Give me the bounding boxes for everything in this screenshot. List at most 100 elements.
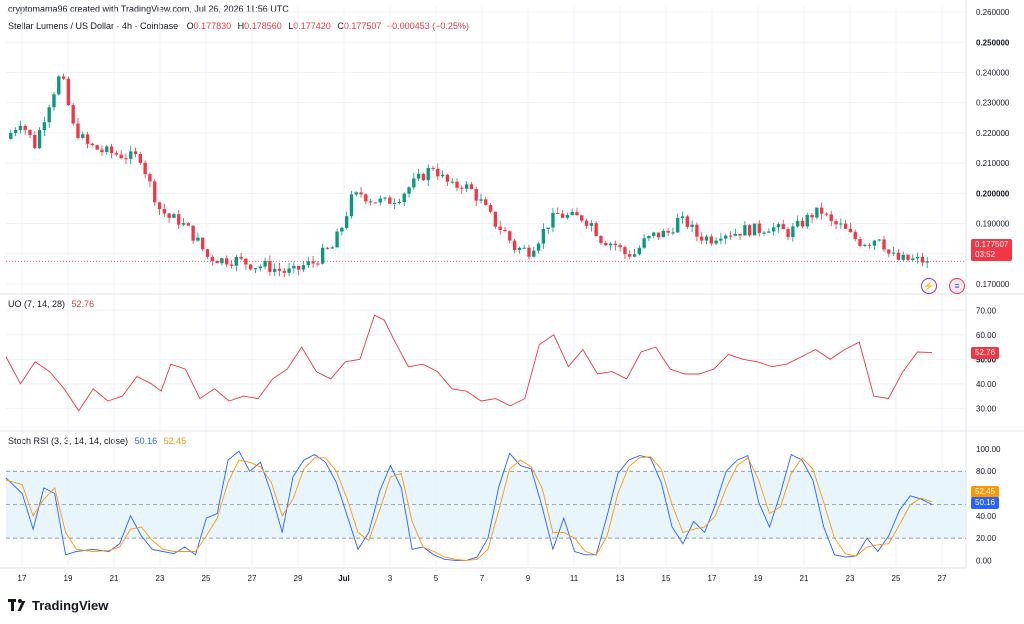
candle-up [771, 227, 776, 232]
candle-down [575, 212, 579, 216]
candle-down [162, 209, 167, 214]
candle-down [757, 223, 761, 233]
time-tick-label: 19 [754, 574, 763, 583]
uo-tick-label: 40.00 [976, 380, 997, 389]
candle-down [656, 232, 661, 238]
stoch-k-line [5, 450, 933, 561]
candle-down [834, 221, 838, 225]
candle-down [124, 158, 128, 160]
candle-up [105, 146, 109, 153]
candle-down [906, 254, 910, 260]
candle-down [887, 249, 891, 254]
candle-down [508, 231, 512, 241]
candle-up [181, 223, 186, 225]
price-tick-label: 0.190000 [976, 220, 1010, 229]
candle-down [239, 256, 243, 259]
stoch-k-tag: 50.16 [971, 497, 1000, 509]
candle-down [728, 235, 733, 237]
candle-down [829, 214, 833, 222]
price-tick-label: 0.220000 [976, 129, 1010, 138]
candle-up [407, 187, 411, 194]
candle-up [872, 240, 877, 246]
candle-down [920, 256, 925, 263]
uo-tick-label: 60.00 [976, 331, 997, 340]
lightning-icon[interactable]: ⚡ [921, 278, 937, 294]
candle-down [848, 228, 853, 233]
candle-down [205, 249, 210, 257]
candle-up [632, 254, 637, 257]
chart-credit: cryptomama96 created with TradingView.co… [8, 4, 289, 14]
candle-up [344, 216, 349, 228]
axes: 0.260000 0.250000 0.240000 0.230000 0.220000… [18, 8, 1010, 583]
candle-down [282, 270, 286, 273]
candle-up [196, 237, 200, 241]
candle-up [354, 192, 358, 195]
tradingview-logo-icon [8, 599, 28, 611]
candle-down [747, 225, 752, 236]
time-tick-label: 21 [800, 574, 809, 583]
candle-down [819, 207, 824, 214]
candle-up [652, 232, 656, 236]
candle-down [229, 264, 234, 266]
price-pane [6, 73, 966, 278]
candle-up [901, 254, 905, 260]
candle-up [608, 243, 613, 246]
candle-down [824, 213, 829, 215]
candle-down [436, 168, 440, 177]
stoch-tick-label: 100.00 [976, 445, 1001, 454]
candle-down [584, 220, 589, 226]
candle-down [210, 256, 214, 262]
candle-up [704, 236, 709, 241]
candle-down [71, 105, 75, 124]
candle-down [474, 188, 478, 201]
candle-down [33, 135, 37, 149]
candle-up [589, 223, 594, 226]
candle-up [273, 268, 277, 272]
candle-down [148, 174, 152, 182]
candle-down [599, 236, 603, 243]
time-tick-label: 7 [480, 574, 485, 583]
brand-name: TradingView [32, 598, 109, 613]
candle-down [858, 239, 862, 246]
candle-down [781, 224, 785, 230]
candle-up [714, 240, 718, 244]
candle-up [724, 235, 728, 239]
open-value: 0.177830 [193, 21, 232, 31]
time-tick-label: 21 [110, 574, 119, 583]
candle-up [752, 223, 757, 236]
price-tick-label: 0.250000 [976, 38, 1010, 47]
candle-up [671, 232, 675, 234]
symbol-title: Stellar Lumens / US Dollar · 4h · Coinba… [8, 21, 179, 31]
candle-up [172, 214, 176, 218]
candle-up [839, 223, 843, 225]
candle-down [882, 239, 886, 250]
price-tick-label: 0.240000 [976, 68, 1010, 77]
uo-legend-value: 52.76 [71, 299, 95, 309]
candle-down [527, 247, 531, 257]
candle-down [316, 263, 320, 265]
tradingview-logo[interactable]: TradingView [8, 598, 108, 613]
flag-icon[interactable]: ≡ [949, 278, 965, 294]
uo-tick-label: 30.00 [976, 404, 997, 413]
candle-down [709, 236, 713, 244]
candle-down [896, 252, 901, 260]
candle-up [253, 268, 258, 270]
time-tick-label: 23 [156, 574, 165, 583]
candle-up [349, 194, 354, 217]
candle-down [623, 247, 627, 255]
candle-down [493, 211, 498, 227]
candle-down [488, 205, 493, 212]
candle-up [416, 173, 421, 179]
uo-legend: UO (7, 14, 28) 52.76 [8, 299, 94, 309]
candle-down [618, 245, 622, 248]
candle-up [517, 247, 522, 251]
candle-down [138, 154, 143, 163]
candle-down [244, 258, 248, 265]
candle-up [776, 224, 781, 228]
candle-up [258, 266, 262, 269]
candle-down [786, 229, 790, 238]
candle-down [628, 254, 632, 257]
candle-up [287, 268, 291, 273]
candle-up [383, 197, 387, 199]
